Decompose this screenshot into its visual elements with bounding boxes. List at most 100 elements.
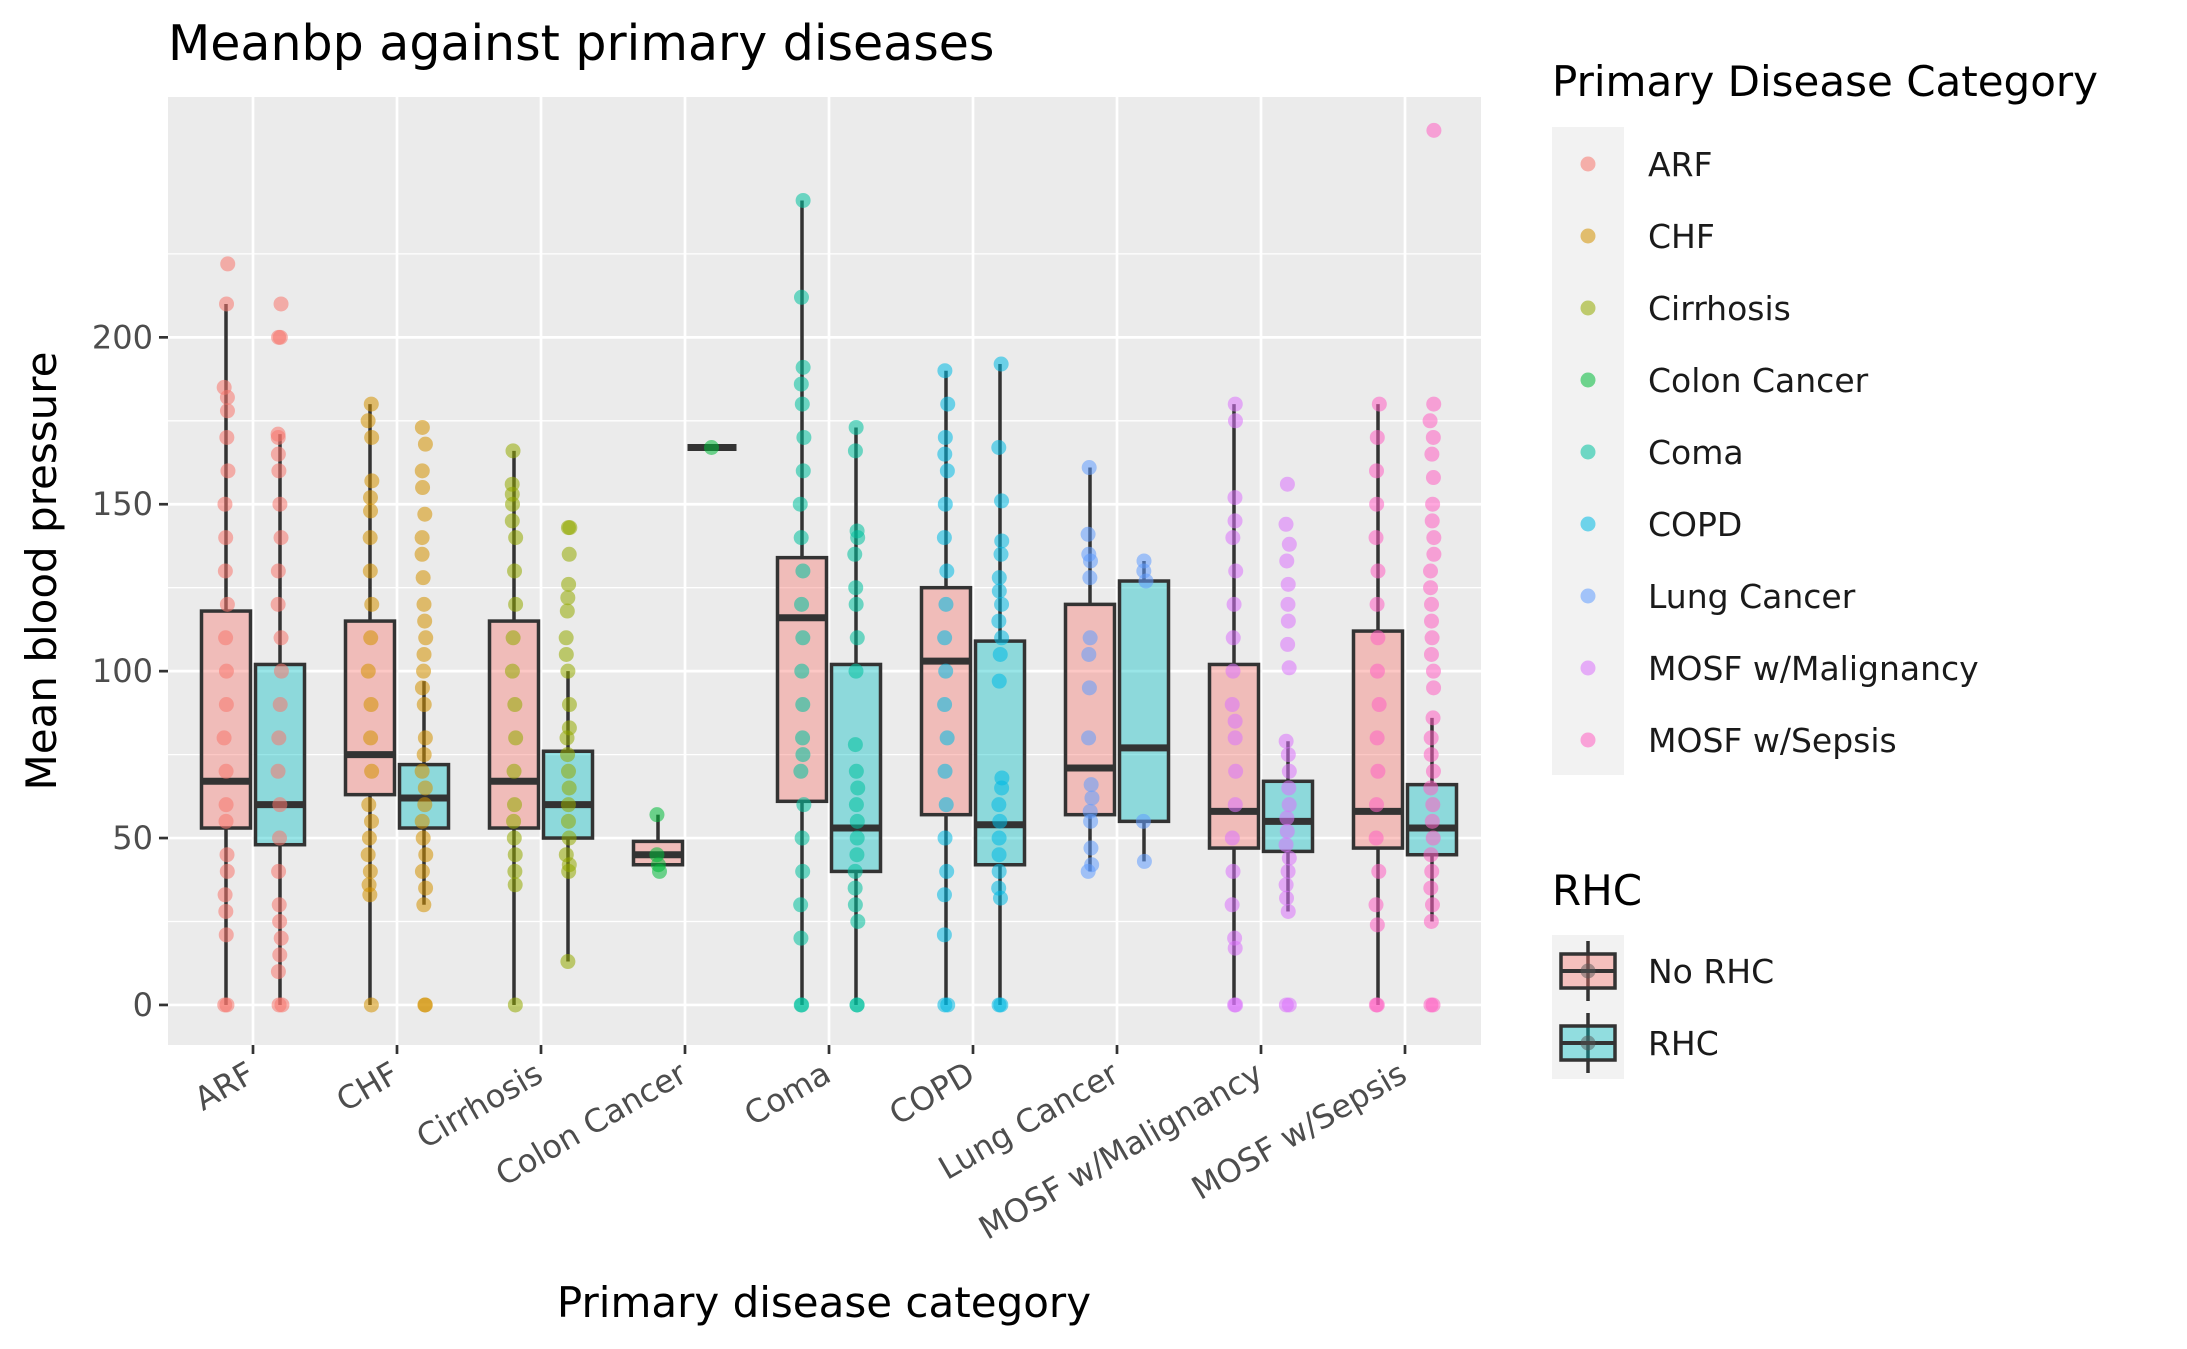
data-point: [414, 463, 430, 479]
data-point: [415, 480, 431, 496]
legend-label: Colon Cancer: [1648, 361, 1869, 400]
legend-label: Coma: [1648, 433, 1744, 472]
data-point: [1135, 813, 1151, 829]
boxplot-no-rhc-arf: [199, 303, 253, 1005]
legend-label: COPD: [1648, 505, 1742, 544]
data-point: [1225, 863, 1241, 879]
data-point: [1369, 917, 1385, 933]
data-point: [1426, 530, 1442, 546]
data-point: [795, 563, 811, 579]
data-point: [1227, 730, 1243, 746]
data-point: [362, 530, 378, 546]
data-point: [1423, 580, 1439, 596]
data-point: [848, 596, 864, 612]
data-point: [794, 663, 810, 679]
data-point: [1278, 733, 1294, 749]
data-point: [1225, 663, 1241, 679]
box-iqr: [1207, 662, 1261, 850]
data-point: [993, 546, 1009, 562]
data-point: [561, 546, 577, 562]
data-point: [1224, 697, 1240, 713]
legend-label: RHC: [1648, 1024, 1719, 1063]
data-point: [795, 630, 811, 646]
data-point: [560, 813, 576, 829]
data-point: [849, 813, 865, 829]
data-point: [504, 476, 520, 492]
data-point: [847, 863, 863, 879]
data-point: [1424, 630, 1440, 646]
data-point: [1281, 850, 1297, 866]
data-point: [847, 443, 863, 459]
data-point: [219, 296, 235, 312]
data-point: [218, 927, 234, 943]
data-point: [363, 630, 379, 646]
data-point: [360, 413, 376, 429]
data-point: [1227, 396, 1243, 412]
data-point: [361, 830, 377, 846]
data-point: [1279, 890, 1295, 906]
data-point: [363, 697, 379, 713]
legend-swatch: [1580, 588, 1596, 604]
data-point: [938, 663, 954, 679]
data-point: [795, 697, 811, 713]
data-point: [1281, 797, 1297, 813]
data-point: [558, 847, 574, 863]
data-point: [1081, 680, 1097, 696]
data-point: [273, 530, 289, 546]
legend-point: [1580, 1035, 1596, 1051]
data-point: [1369, 730, 1385, 746]
data-point: [417, 506, 433, 522]
data-point: [847, 897, 863, 913]
data-point: [559, 603, 575, 619]
data-point: [1280, 636, 1296, 652]
x-axis-title: Primary disease category: [557, 1278, 1091, 1327]
data-point: [792, 496, 808, 512]
data-point: [991, 673, 1007, 689]
data-point: [218, 530, 234, 546]
data-point: [1227, 713, 1243, 729]
y-tick-label: 150: [92, 485, 153, 523]
data-point: [1083, 777, 1099, 793]
data-point: [218, 797, 234, 813]
data-point: [937, 763, 953, 779]
data-point: [936, 887, 952, 903]
data-point: [507, 797, 523, 813]
data-point: [362, 563, 378, 579]
data-point: [505, 630, 521, 646]
data-point: [1281, 763, 1297, 779]
data-point: [1279, 476, 1295, 492]
data-point: [220, 463, 236, 479]
legend-label: ARF: [1648, 145, 1713, 184]
legend-point: [1580, 963, 1596, 979]
data-point: [506, 813, 522, 829]
data-point: [415, 570, 431, 586]
data-point: [847, 737, 863, 753]
data-point: [795, 192, 811, 208]
data-point: [364, 473, 380, 489]
data-point: [560, 797, 576, 813]
data-point: [848, 419, 864, 435]
data-point: [1424, 446, 1440, 462]
data-point: [1425, 470, 1441, 486]
data-point: [416, 646, 432, 662]
data-point: [937, 630, 953, 646]
data-point: [1081, 646, 1097, 662]
data-point: [994, 493, 1010, 509]
data-point: [1224, 897, 1240, 913]
data-point: [364, 813, 380, 829]
data-point: [849, 523, 865, 539]
data-point: [219, 403, 235, 419]
data-point: [991, 439, 1007, 455]
legend-swatch: [1580, 516, 1596, 532]
data-point: [561, 576, 577, 592]
data-point: [1228, 763, 1244, 779]
data-point: [795, 747, 811, 763]
data-point: [415, 830, 431, 846]
data-point: [1370, 563, 1386, 579]
data-point: [1281, 780, 1297, 796]
data-point: [560, 590, 576, 606]
data-point: [362, 863, 378, 879]
data-point: [418, 847, 434, 863]
data-point: [505, 443, 521, 459]
data-point: [795, 463, 811, 479]
